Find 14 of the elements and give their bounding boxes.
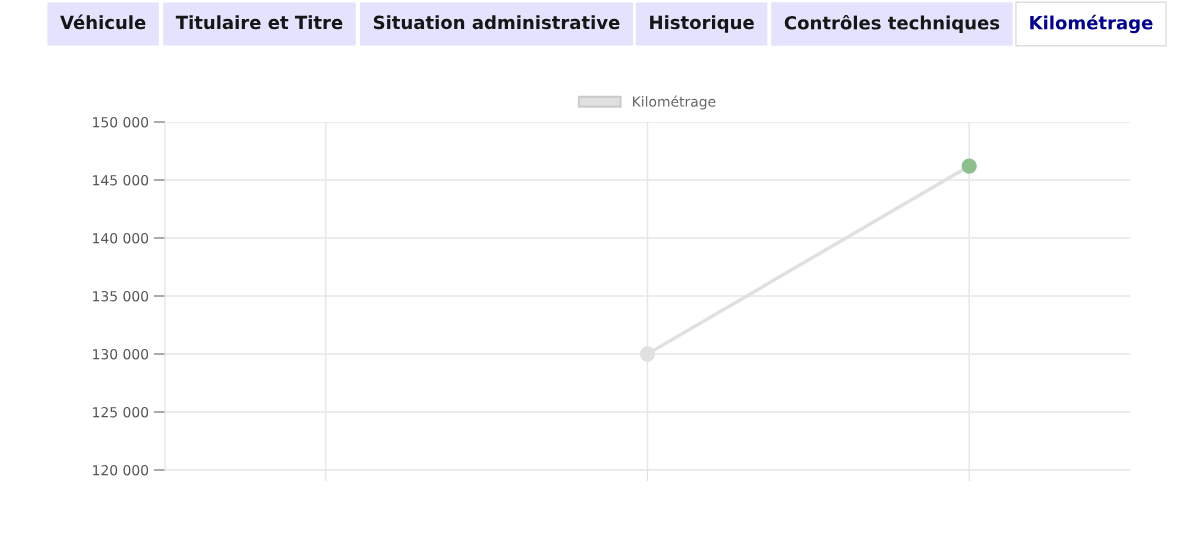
y-tick-label: 120 000 (93, 464, 149, 476)
text: Contrôles techniques (784, 14, 1000, 34)
text: Kilométrage (1030, 14, 1153, 34)
legend-label: Kilométrage (633, 95, 716, 110)
y-tick-label: 130 000 (93, 348, 149, 360)
text: Titulaire et Titre (175, 15, 343, 30)
y-tick-label: 140 000 (93, 232, 149, 244)
y-tick-label: 125 000 (93, 406, 149, 418)
y-tick-label: 145 000 (93, 174, 149, 186)
y-tick-label: 135 000 (93, 290, 149, 302)
text: Historique (650, 15, 754, 33)
text: Véhicule (60, 14, 146, 30)
text: Situation administrative (373, 15, 620, 30)
y-tick-label: 150 000 (93, 116, 149, 128)
